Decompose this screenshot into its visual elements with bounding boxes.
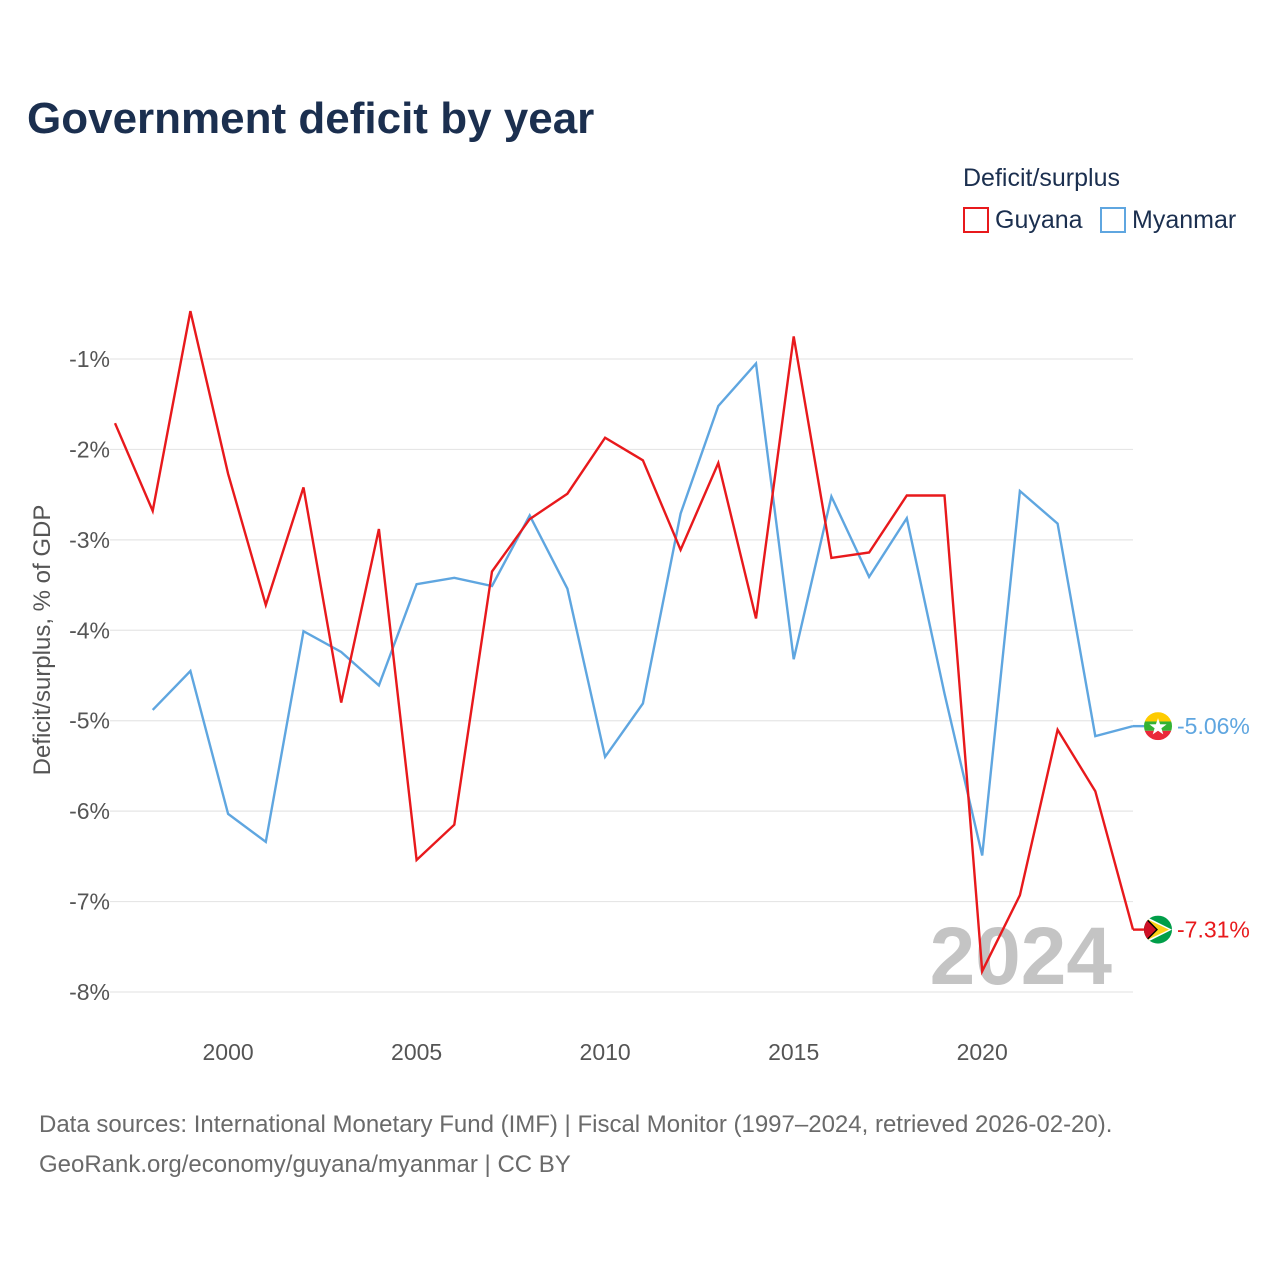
chart-title: Government deficit by year xyxy=(27,94,594,143)
source-line-1: Data sources: International Monetary Fun… xyxy=(39,1111,1112,1138)
legend-swatch-myanmar xyxy=(1100,207,1126,233)
series-line-guyana xyxy=(113,310,1135,976)
y-axis-label: Deficit/surplus, % of GDP xyxy=(29,505,56,776)
gridlines xyxy=(110,358,1133,993)
x-tick-label: 2000 xyxy=(203,1039,254,1065)
series-end-markers: -5.06% -7.31% xyxy=(1133,712,1250,944)
x-tick-label: 2010 xyxy=(580,1039,631,1065)
series-line-myanmar xyxy=(151,360,1134,856)
legend-swatch-guyana xyxy=(963,207,989,233)
legend-label-myanmar: Myanmar xyxy=(1132,206,1236,234)
y-tick-label: -8% xyxy=(69,979,110,1005)
end-label-guyana: -7.31% xyxy=(1177,917,1250,943)
guyana-flag-icon xyxy=(1144,915,1172,944)
legend-label-guyana: Guyana xyxy=(995,206,1083,234)
myanmar-flag-icon xyxy=(1144,712,1172,741)
y-tick-label: -7% xyxy=(69,889,110,915)
x-tick-label: 2020 xyxy=(957,1039,1008,1065)
x-axis-ticks: 2000 2005 2010 2015 2020 xyxy=(203,1039,1008,1065)
y-tick-label: -3% xyxy=(69,527,110,553)
series-lines xyxy=(113,310,1135,976)
legend: Deficit/surplus Guyana Myanmar xyxy=(963,164,1236,234)
x-tick-label: 2005 xyxy=(391,1039,442,1065)
x-tick-label: 2015 xyxy=(768,1039,819,1065)
y-tick-label: -1% xyxy=(69,346,110,372)
y-tick-label: -4% xyxy=(69,617,110,643)
y-tick-label: -6% xyxy=(69,798,110,824)
year-watermark: 2024 xyxy=(930,911,1113,1002)
end-label-myanmar: -5.06% xyxy=(1177,713,1250,739)
y-tick-label: -2% xyxy=(69,436,110,462)
y-tick-label: -5% xyxy=(69,708,110,734)
y-axis-ticks: -1% -2% -3% -4% -5% -6% -7% -8% xyxy=(69,346,110,1005)
source-line-2: GeoRank.org/economy/guyana/myanmar | CC … xyxy=(39,1151,571,1178)
legend-title: Deficit/surplus xyxy=(963,164,1120,192)
